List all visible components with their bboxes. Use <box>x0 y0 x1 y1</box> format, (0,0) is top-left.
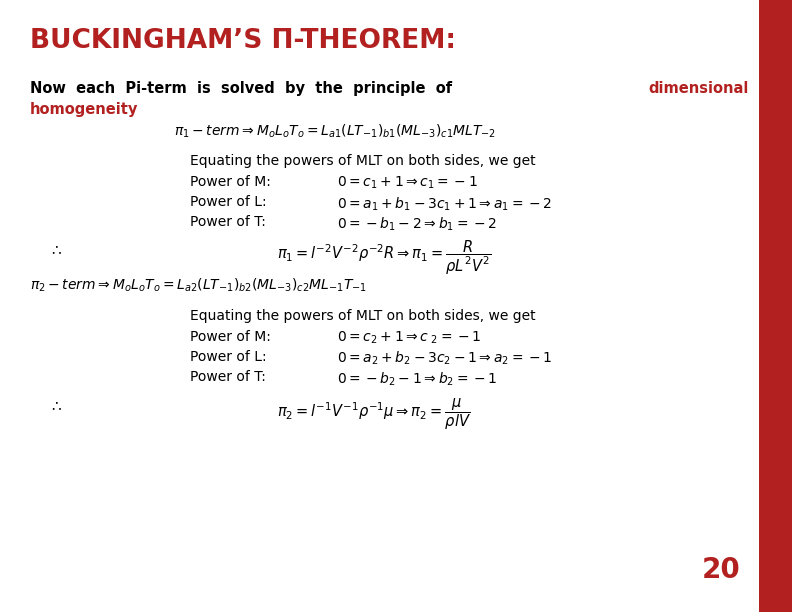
Text: $\pi_1-term\Rightarrow M_oL_oT_o = L_{a1}(LT_{-1})_{b1}(ML_{-3})_{c1}MLT_{-2}$: $\pi_1-term\Rightarrow M_oL_oT_o = L_{a1… <box>174 122 497 140</box>
Text: $0 = -b_2-1\Rightarrow b_2=-1$: $0 = -b_2-1\Rightarrow b_2=-1$ <box>337 370 497 387</box>
Text: Power of M:: Power of M: <box>190 175 271 189</box>
Text: 20: 20 <box>702 556 741 584</box>
Text: Now  each  Pi-term  is  solved  by  the  principle  of: Now each Pi-term is solved by the princi… <box>30 81 457 96</box>
Text: $\therefore$: $\therefore$ <box>49 243 63 257</box>
Text: $\pi_1 = l^{-2}V^{-2}\rho^{-2}R\Rightarrow \pi_1 = \dfrac{R}{\rho L^2V^2}$: $\pi_1 = l^{-2}V^{-2}\rho^{-2}R\Rightarr… <box>277 239 492 277</box>
Text: $\pi_2-term\Rightarrow M_oL_oT_o = L_{a2}(LT_{-1})_{b2}(ML_{-3})_{c2}ML_{-1}T_{-: $\pi_2-term\Rightarrow M_oL_oT_o = L_{a2… <box>30 277 367 294</box>
Text: Power of M:: Power of M: <box>190 330 271 344</box>
Text: Equating the powers of MLT on both sides, we get: Equating the powers of MLT on both sides… <box>190 154 535 168</box>
Text: $0 = c_2+1\Rightarrow c_{\ 2}= -1$: $0 = c_2+1\Rightarrow c_{\ 2}= -1$ <box>337 330 481 346</box>
Text: $0=a_1+b_1-3c_1+1\Rightarrow a_1=-2$: $0=a_1+b_1-3c_1+1\Rightarrow a_1=-2$ <box>337 195 551 212</box>
Text: $\therefore$: $\therefore$ <box>49 399 63 413</box>
Text: homogeneity: homogeneity <box>30 102 139 117</box>
Text: dimensional: dimensional <box>648 81 748 96</box>
Text: Power of T:: Power of T: <box>190 215 266 230</box>
Text: Power of L:: Power of L: <box>190 350 267 364</box>
Text: $0 = a_2+b_2-3c_2-1\Rightarrow a_2=-1$: $0 = a_2+b_2-3c_2-1\Rightarrow a_2=-1$ <box>337 350 552 367</box>
Text: $0=c_1+1\Rightarrow c_1=-1$: $0=c_1+1\Rightarrow c_1=-1$ <box>337 175 478 192</box>
Text: $\pi_2 = l^{-1}V^{-1}\rho^{-1}\mu\Rightarrow \pi_2 = \dfrac{\mu}{\rho lV}$: $\pi_2 = l^{-1}V^{-1}\rho^{-1}\mu\Righta… <box>277 397 471 432</box>
Text: $0=-b_1-2\Rightarrow b_1=-2$: $0=-b_1-2\Rightarrow b_1=-2$ <box>337 215 497 233</box>
Text: Power of T:: Power of T: <box>190 370 266 384</box>
Text: Equating the powers of MLT on both sides, we get: Equating the powers of MLT on both sides… <box>190 309 535 323</box>
Text: BUCKINGHAM’S Π-THEOREM:: BUCKINGHAM’S Π-THEOREM: <box>30 28 456 53</box>
Text: Power of L:: Power of L: <box>190 195 267 209</box>
Bar <box>759 0 792 612</box>
